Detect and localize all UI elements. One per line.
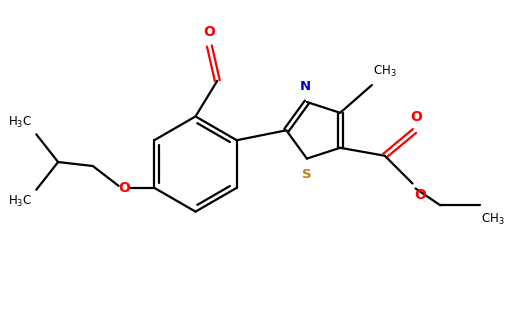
Text: H$_3$C: H$_3$C bbox=[8, 194, 32, 209]
Text: N: N bbox=[300, 80, 310, 93]
Text: CH$_3$: CH$_3$ bbox=[373, 64, 397, 79]
Text: CH$_3$: CH$_3$ bbox=[481, 212, 505, 227]
Text: S: S bbox=[302, 168, 312, 181]
Text: O: O bbox=[411, 110, 422, 124]
Text: H$_3$C: H$_3$C bbox=[8, 115, 32, 130]
Text: O: O bbox=[415, 188, 426, 202]
Text: O: O bbox=[203, 25, 216, 39]
Text: O: O bbox=[119, 181, 131, 195]
